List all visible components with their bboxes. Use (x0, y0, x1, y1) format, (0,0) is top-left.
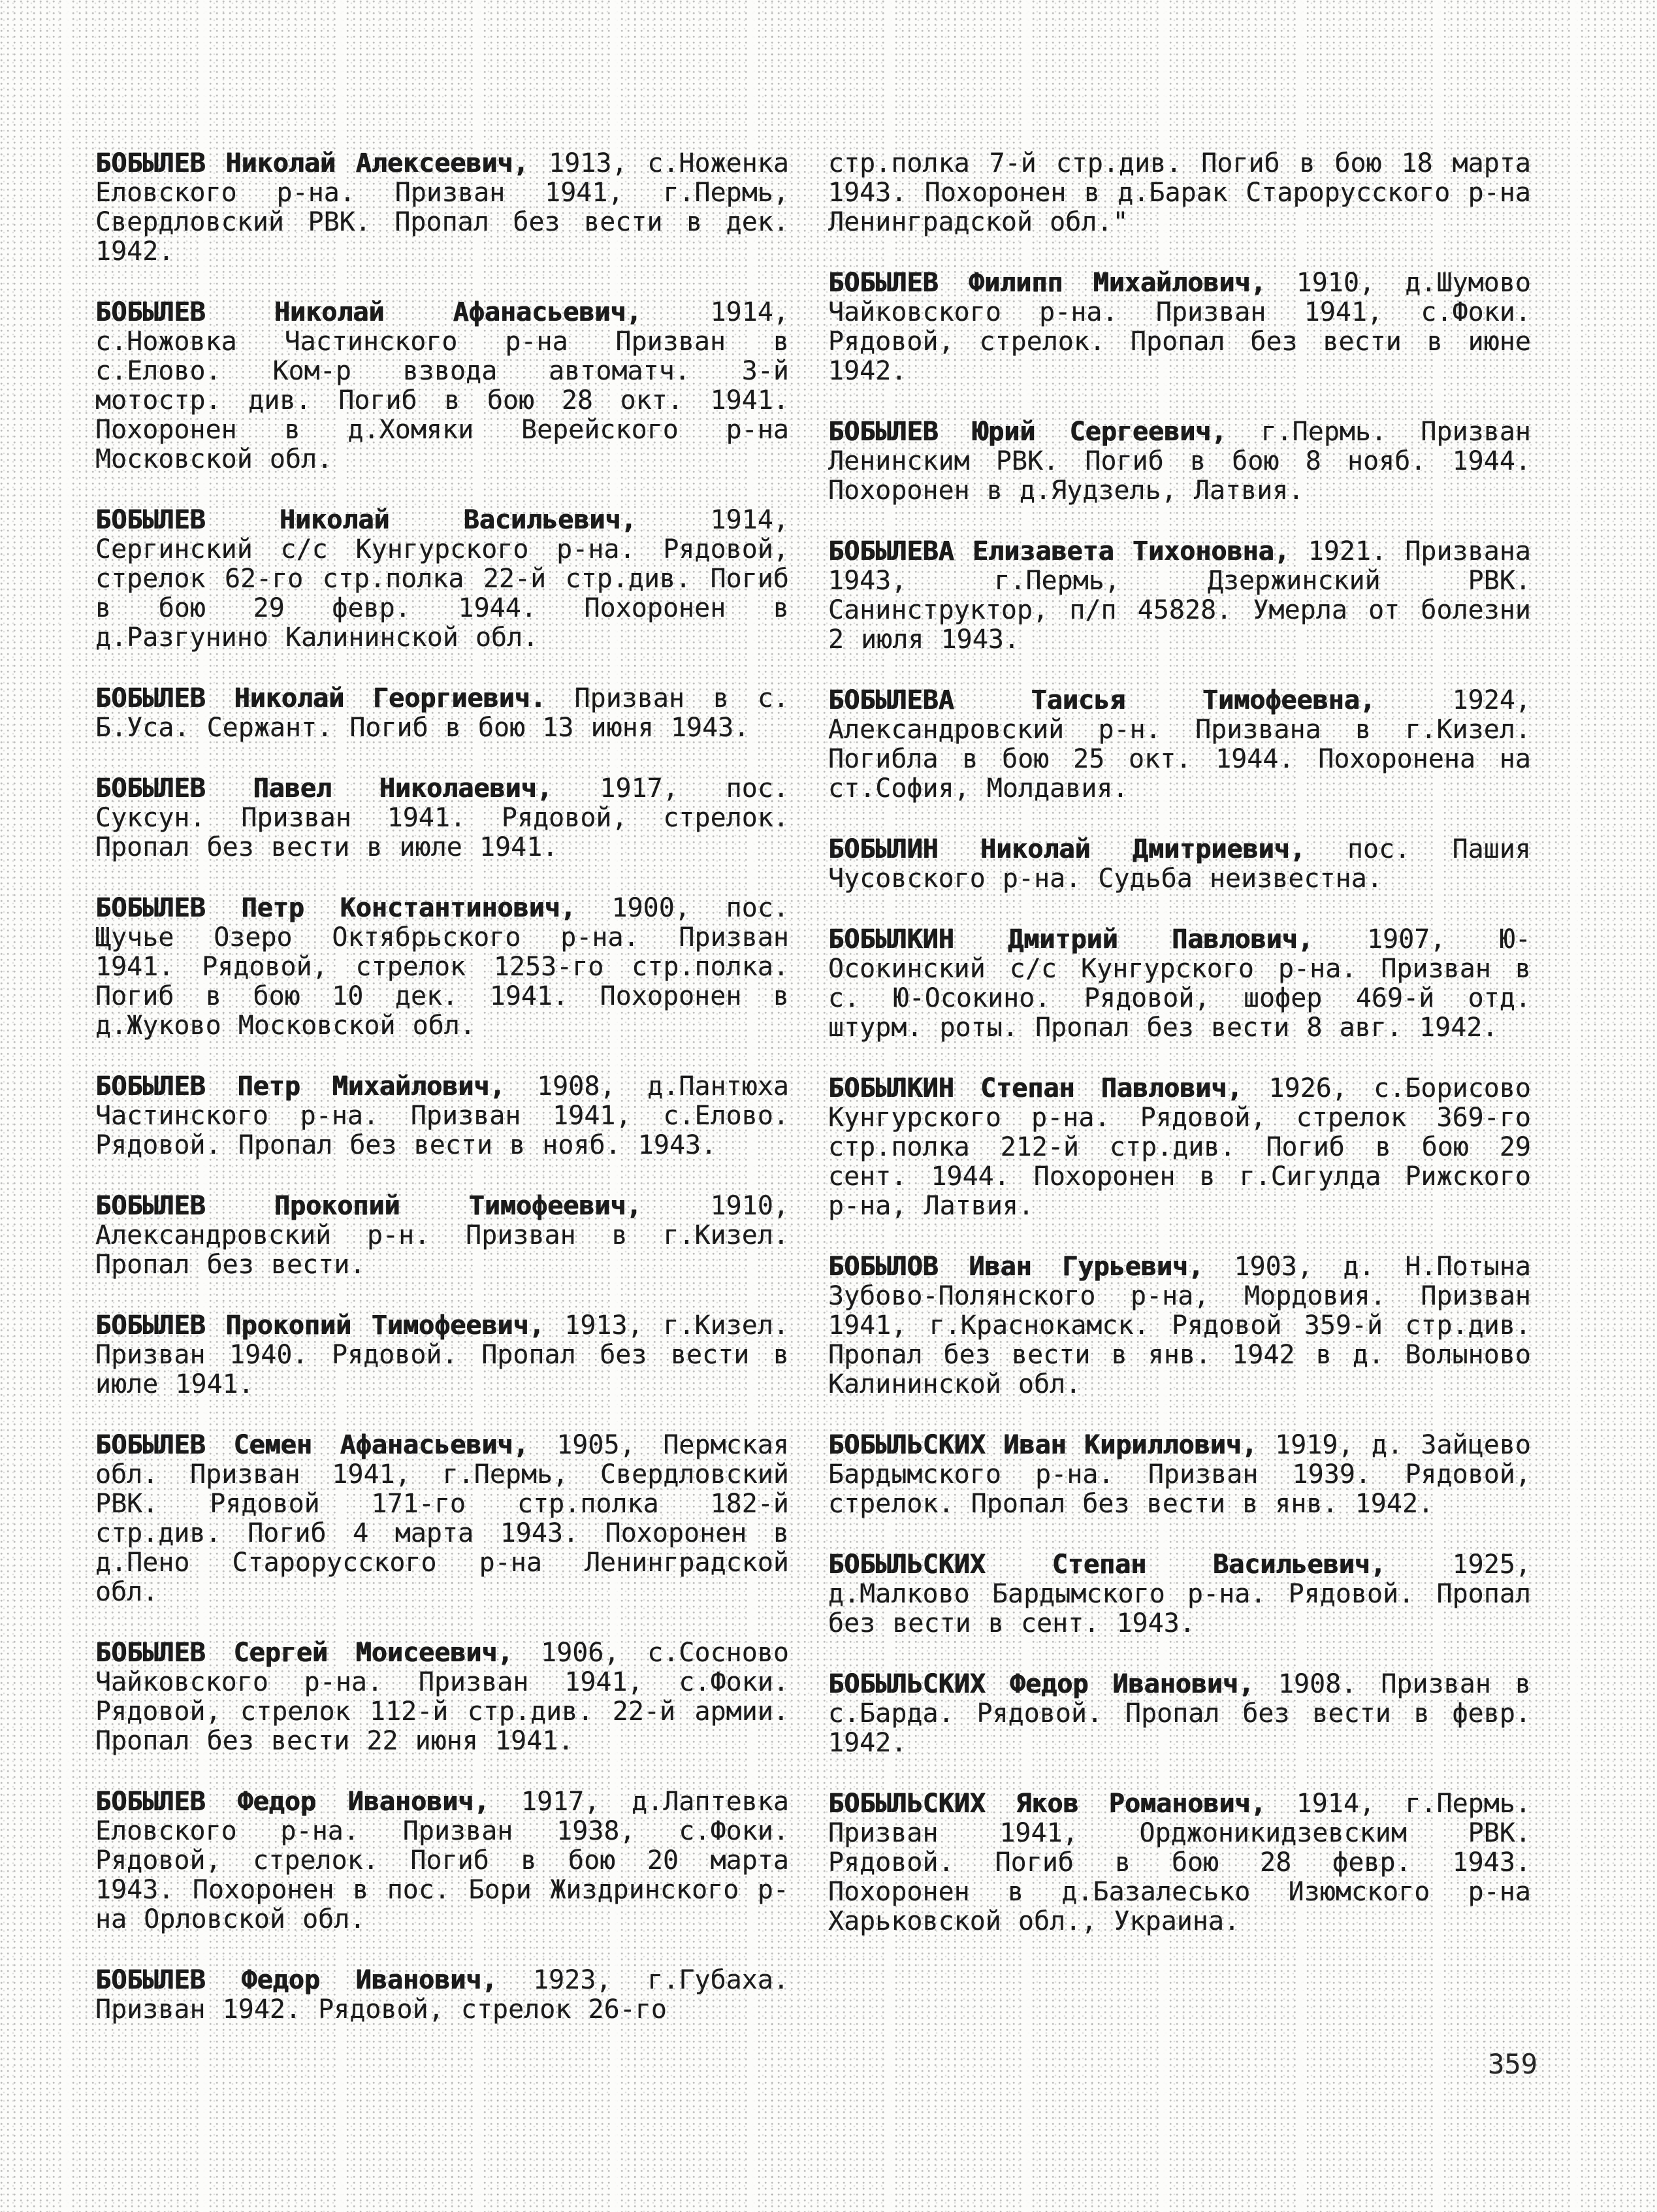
entry-person-name: БОБЫЛОВ Иван Гурьевич, (828, 1252, 1204, 1282)
entry-details: 1923, г.Губаха. Призван 1942. Рядовой, с… (95, 1965, 790, 2025)
memorial-entry: БОБЫЛЕВ Николай Васильевич, 1914, Сергин… (95, 506, 789, 653)
entry-details: Призван в с. Б.Уса. Сержант. Погиб в бою… (95, 683, 789, 743)
memorial-entry: БОБЫЛЕВ Николай Георгиевич. Призван в с.… (95, 684, 789, 743)
entry-person-name: БОБЫЛЕВ Павел Николаевич, (95, 773, 553, 804)
entry-details: 1921. Призвана 1943, г.Пермь, Дзержински… (828, 536, 1531, 655)
entry-details: 1903, д. Н.Потына Зубово-Полянского р-на… (828, 1252, 1531, 1399)
entry-person-name: БОБЫЛИН Николай Дмитриевич, (828, 834, 1306, 864)
entry-details: 1926, с.Борисово Кунгурского р-на. Рядов… (828, 1073, 1531, 1221)
memorial-entry: БОБЫЛЕВ Федор Иванович, 1923, г.Губаха. … (95, 1966, 789, 2025)
memorial-entry: БОБЫЛКИН Дмитрий Павлович, 1907, Ю-Осоки… (828, 925, 1531, 1043)
entry-details: пос. Пашия Чусовского р-на. Судьба неизв… (828, 834, 1531, 894)
entry-details: 1917, д.Лаптевка Еловского р-на. Призван… (95, 1787, 789, 1934)
entry-details: 1908, д.Пантюха Частинского р-на. Призва… (95, 1071, 789, 1160)
memorial-entry: БОБЫЛЕВ Юрий Сергеевич, г.Пермь. Призван… (828, 417, 1531, 506)
entry-details: г.Пермь. Призван Ленинским РВК. Погиб в … (828, 417, 1531, 506)
memorial-entry: БОБЫЛЕВ Николай Алексеевич, 1913, с.Ноже… (95, 149, 789, 267)
memorial-entry: БОБЫЛЕВ Петр Михайлович, 1908, д.Пантюха… (95, 1072, 789, 1160)
memorial-entry: БОБЫЛЕВ Сергей Моисеевич, 1906, с.Соснов… (95, 1638, 789, 1756)
memorial-entry: БОБЫЛЕВА Елизавета Тихоновна, 1921. Приз… (828, 537, 1531, 655)
entry-details: 1907, Ю-Осокинский с/с Кунгурского р-на.… (828, 924, 1531, 1043)
memorial-entry: БОБЫЛЕВ Николай Афанасьевич, 1914, с.Нож… (95, 298, 789, 474)
entry-person-name: БОБЫЛЕВ Прокопий Тимофеевич, (95, 1191, 642, 1221)
left-text-column: БОБЫЛЕВ Николай Алексеевич, 1913, с.Ноже… (95, 149, 789, 2056)
memorial-entry: БОБЫЛЬСКИХ Иван Кириллович, 1919, д. Зай… (828, 1431, 1531, 1519)
entry-person-name: БОБЫЛЬСКИХ Иван Кириллович, (828, 1430, 1257, 1460)
entry-person-name: БОБЫЛЕВ Петр Михайлович, (95, 1071, 506, 1101)
entry-details: 1908. Призван в с.Барда. Рядовой. Пропал… (828, 1669, 1531, 1758)
memorial-entry: БОБЫЛЬСКИХ Федор Иванович, 1908. Призван… (828, 1670, 1531, 1758)
entry-details: 1919, д. Зайцево Бардымского р-на. Призв… (828, 1430, 1531, 1519)
entry-details: 1914, г.Пермь. Призван 1941, Орджоникидз… (828, 1789, 1531, 1936)
memorial-entry: БОБЫЛЬСКИХ Степан Васильевич, 1925, д.Ма… (828, 1550, 1531, 1638)
entry-details: 1905, Пермская обл. Призван 1941, г.Перм… (95, 1430, 789, 1607)
entry-person-name: БОБЫЛЕВ Федор Иванович, (95, 1787, 490, 1817)
entry-person-name: БОБЫЛЬСКИХ Федор Иванович, (828, 1669, 1254, 1699)
memorial-entry: БОБЫЛКИН Степан Павлович, 1926, с.Борисо… (828, 1074, 1531, 1221)
memorial-entry: БОБЫЛЕВА Таисья Тимофеевна, 1924, Алекса… (828, 686, 1531, 804)
page-number: 359 (1488, 2048, 1537, 2080)
entry-person-name: БОБЫЛЕВА Елизавета Тихоновна, (828, 536, 1290, 566)
entry-details: 1910, Александровский р-н. Призван в г.К… (95, 1191, 789, 1280)
entry-details: 1913, г.Кизел. Призван 1940. Рядовой. Пр… (95, 1310, 789, 1399)
entry-person-name: БОБЫЛЕВ Семен Афанасьевич, (95, 1430, 529, 1460)
entry-details: 1917, пос. Суксун. Призван 1941. Рядовой… (95, 773, 789, 862)
memorial-entry: стр.полка 7-й стр.див. Погиб в бою 18 ма… (828, 149, 1531, 237)
memorial-entry: БОБЫЛЕВ Прокопий Тимофеевич, 1913, г.Киз… (95, 1311, 789, 1399)
entry-person-name: БОБЫЛЬСКИХ Степан Васильевич, (828, 1550, 1386, 1580)
entry-person-name: БОБЫЛЬСКИХ Яков Романович, (828, 1789, 1266, 1819)
entry-person-name: БОБЫЛЕВ Федор Иванович, (95, 1965, 498, 1995)
entry-person-name: БОБЫЛЕВ Петр Константинович, (95, 893, 576, 923)
entry-details: 1914, с.Ножовка Частинского р-на Призван… (95, 297, 789, 474)
entry-person-name: БОБЫЛКИН Степан Павлович, (828, 1073, 1243, 1103)
memorial-entry: БОБЫЛЬСКИХ Яков Романович, 1914, г.Пермь… (828, 1789, 1531, 1936)
entry-details: стр.полка 7-й стр.див. Погиб в бою 18 ма… (828, 148, 1531, 237)
entry-person-name: БОБЫЛЕВ Николай Афанасьевич, (95, 297, 642, 327)
right-text-column: стр.полка 7-й стр.див. Погиб в бою 18 ма… (828, 149, 1531, 1968)
entry-details: 1925, д.Малково Бардымского р-на. Рядово… (828, 1550, 1531, 1638)
entry-details: 1910, д.Шумово Чайковского р-на. Призван… (828, 268, 1531, 386)
entry-person-name: БОБЫЛЕВ Сергей Моисеевич, (95, 1638, 513, 1668)
entry-person-name: БОБЫЛЕВ Николай Васильевич, (95, 505, 637, 535)
entry-person-name: БОБЫЛЕВ Николай Алексеевич, (95, 148, 529, 178)
memorial-entry: БОБЫЛЕВ Семен Афанасьевич, 1905, Пермска… (95, 1431, 789, 1607)
memorial-entry: БОБЫЛЕВ Федор Иванович, 1917, д.Лаптевка… (95, 1787, 789, 1934)
entry-person-name: БОБЫЛЕВ Николай Георгиевич. (95, 683, 546, 713)
entry-details: 1924, Александровский р-н. Призвана в г.… (828, 685, 1532, 804)
entry-person-name: БОБЫЛЕВ Прокопий Тимофеевич, (95, 1310, 545, 1341)
entry-details: 1900, пос. Щучье Озеро Октябрьского р-на… (95, 893, 790, 1041)
entry-details: 1913, с.Ноженка Еловского р-на. Призван … (95, 148, 789, 267)
entry-person-name: БОБЫЛЕВ Юрий Сергеевич, (828, 417, 1227, 447)
memorial-entry: БОБЫЛОВ Иван Гурьевич, 1903, д. Н.Потына… (828, 1252, 1531, 1399)
memorial-entry: БОБЫЛЕВ Филипп Михайлович, 1910, д.Шумов… (828, 268, 1531, 386)
entry-person-name: БОБЫЛЕВ Филипп Михайлович, (828, 268, 1266, 298)
memorial-entry: БОБЫЛЕВ Павел Николаевич, 1917, пос. Сук… (95, 774, 789, 862)
entry-details: 1906, с.Сосново Чайковского р-на. Призва… (95, 1638, 789, 1756)
entry-person-name: БОБЫЛКИН Дмитрий Павлович, (828, 924, 1313, 954)
memorial-entry: БОБЫЛЕВ Прокопий Тимофеевич, 1910, Алекс… (95, 1192, 789, 1280)
entry-person-name: БОБЫЛЕВА Таисья Тимофеевна, (828, 685, 1375, 715)
memorial-entry: БОБЫЛИН Николай Дмитриевич, пос. Пашия Ч… (828, 835, 1531, 894)
entry-details: 1914, Сергинский с/с Кунгурского р-на. Р… (95, 505, 789, 653)
memorial-entry: БОБЫЛЕВ Петр Константинович, 1900, пос. … (95, 894, 789, 1041)
